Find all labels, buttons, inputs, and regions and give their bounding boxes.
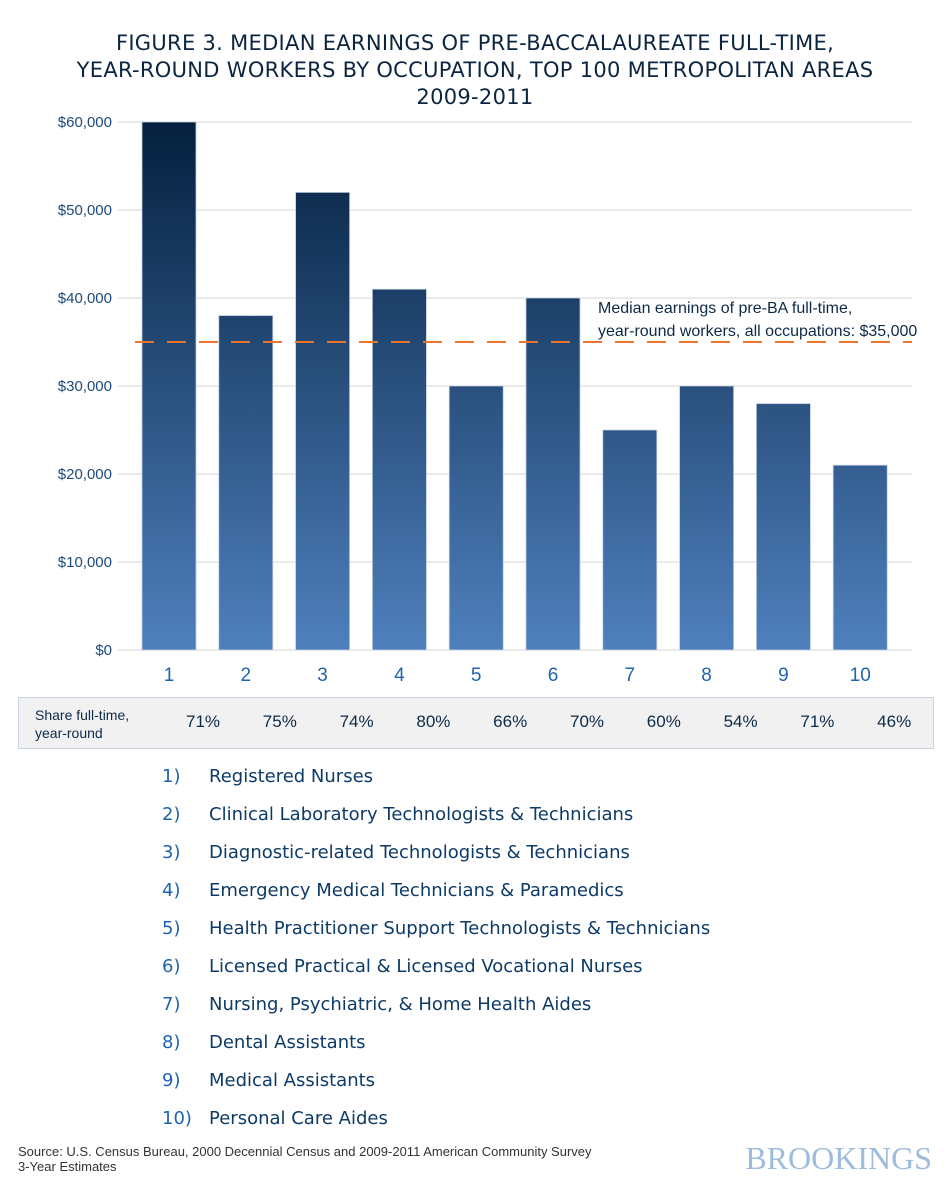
share-full-time-row: Share full-time, year-round 71% 75% 74% 80%…: [18, 697, 934, 749]
bar-1: [141, 121, 197, 651]
title-line: FIGURE 3. MEDIAN EARNINGS OF PRE-BACCALA…: [115, 31, 835, 55]
legend-number: 6): [162, 956, 181, 977]
y-tick-label: $40,000: [58, 290, 112, 307]
reference-line-label: Median earnings of pre-BA full-time,: [598, 300, 852, 317]
legend-label: Clinical Laboratory Technologists & Tech…: [209, 804, 634, 825]
y-tick-label: $60,000: [58, 114, 112, 131]
legend-label: Medical Assistants: [209, 1070, 376, 1091]
share-value: 54%: [723, 712, 758, 731]
title-line: 2009-2011: [416, 85, 534, 109]
share-row-label: Share full-time, year-round: [35, 706, 129, 742]
bar-6: [525, 297, 581, 651]
y-tick-label: $30,000: [58, 378, 112, 395]
bar-10: [832, 464, 888, 651]
bar-chart: $0 $10,000 $20,000 $30,000 $40,000 $50,000 $60…: [58, 114, 918, 686]
legend-label: Diagnostic-related Technologists & Techn…: [209, 842, 630, 863]
legend-number: 9): [162, 1070, 181, 1091]
legend-number: 10): [162, 1108, 192, 1129]
share-label-line: Share full-time,: [35, 707, 130, 723]
legend-label: Emergency Medical Technicians & Paramedi…: [209, 880, 624, 901]
x-tick-label: 9: [778, 665, 789, 686]
legend-number: 1): [162, 766, 181, 787]
y-tick-label: $10,000: [58, 554, 112, 571]
bar-7: [602, 429, 658, 651]
share-value: 60%: [646, 712, 681, 731]
y-tick-label: $0: [95, 642, 112, 659]
legend-number: 4): [162, 880, 181, 901]
x-tick-label: 4: [394, 665, 405, 686]
reference-line-label: year-round workers, all occupations: $35…: [598, 323, 917, 340]
legend-label: Health Practitioner Support Technologist…: [209, 918, 711, 939]
x-tick-label: 3: [317, 665, 328, 686]
legend-number: 5): [162, 918, 181, 939]
source-note: Source: U.S. Census Bureau, 2000 Decenni…: [18, 1144, 592, 1174]
title-line: YEAR-ROUND WORKERS BY OCCUPATION, TOP 10…: [76, 58, 874, 82]
legend-label: Personal Care Aides: [209, 1108, 388, 1129]
x-tick-label: 5: [471, 665, 482, 686]
bar-8: [679, 385, 734, 651]
share-value: 80%: [416, 712, 451, 731]
legend-label: Nursing, Psychiatric, & Home Health Aide…: [209, 994, 592, 1015]
share-label-line: year-round: [35, 725, 103, 741]
share-value: 46%: [877, 712, 912, 731]
bar-3: [295, 191, 351, 651]
legend-label: Registered Nurses: [209, 766, 374, 787]
x-tick-label: 2: [241, 665, 252, 686]
legend-number: 8): [162, 1032, 181, 1053]
bar-5: [448, 385, 504, 651]
y-tick-label: $20,000: [58, 466, 112, 483]
share-value: 70%: [569, 712, 605, 731]
share-value: 71%: [185, 712, 221, 731]
bar-9: [756, 403, 811, 651]
bar-2: [218, 315, 274, 651]
y-tick-label: $50,000: [58, 202, 112, 219]
legend-number: 7): [162, 994, 181, 1015]
share-value: 75%: [262, 712, 297, 731]
brookings-logo: BROOKINGS: [745, 1140, 932, 1176]
share-value: 66%: [493, 712, 528, 731]
legend-number: 3): [162, 842, 181, 863]
x-tick-label: 7: [625, 665, 636, 686]
bar-4: [371, 288, 427, 651]
share-value: 74%: [339, 712, 374, 731]
x-tick-label: 1: [164, 665, 175, 686]
legend-number: 2): [162, 804, 181, 825]
legend-label: Dental Assistants: [209, 1032, 366, 1053]
x-tick-label: 8: [701, 665, 712, 686]
x-tick-label: 10: [850, 665, 871, 686]
x-tick-label: 6: [548, 665, 559, 686]
legend-label: Licensed Practical & Licensed Vocational…: [209, 956, 643, 977]
chart-title: FIGURE 3. MEDIAN EARNINGS OF PRE-BACCALA…: [0, 30, 950, 111]
share-value: 71%: [800, 712, 835, 731]
source-line: Source: U.S. Census Bureau, 2000 Decenni…: [18, 1144, 592, 1159]
source-line: 3-Year Estimates: [18, 1159, 117, 1174]
